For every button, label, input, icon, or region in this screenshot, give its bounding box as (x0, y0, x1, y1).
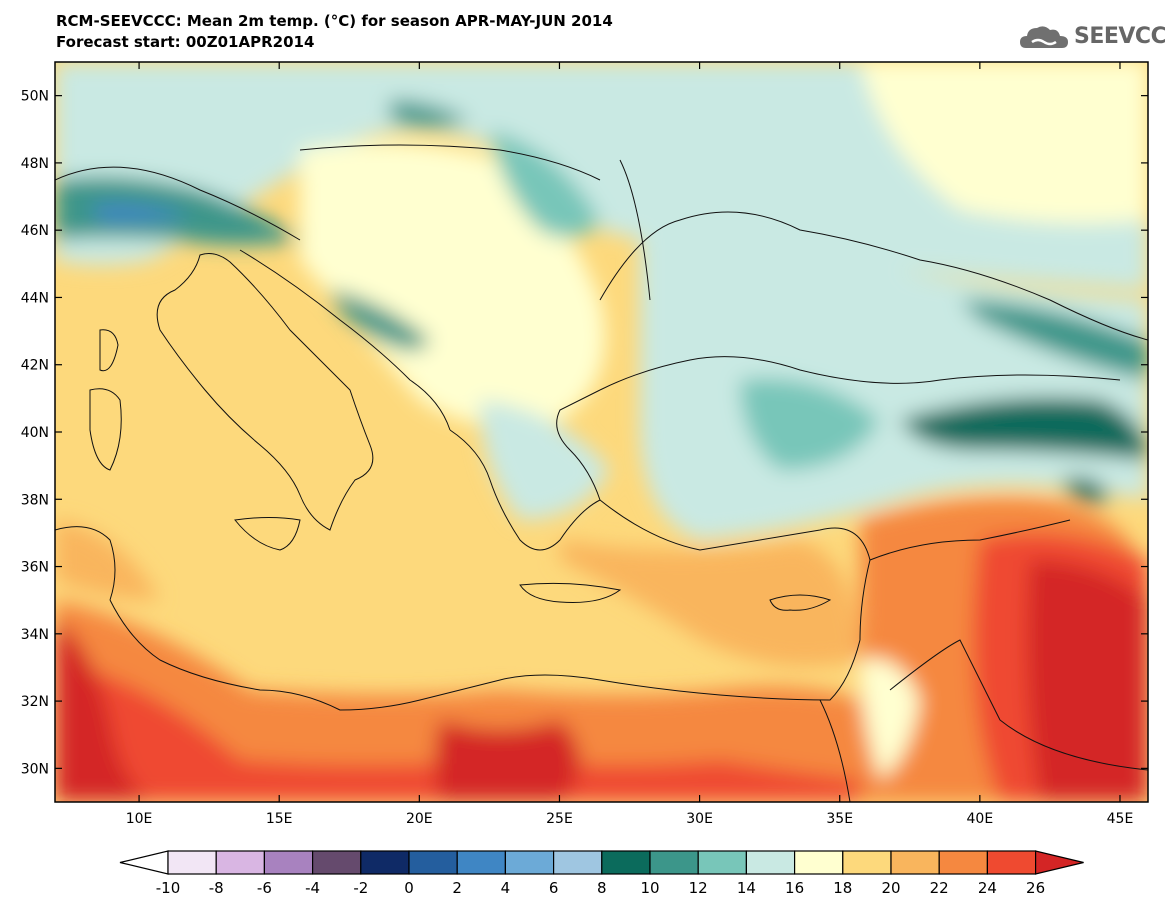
legend-tick-label: 0 (404, 879, 414, 897)
latitude-axis: 50N 48N 46N 44N 42N 40N 38N 36N 34N 32N 30N (21, 89, 1148, 777)
legend-high-arrow (1034, 850, 1084, 875)
lon-label: 20E (406, 811, 433, 827)
legend-swatch (215, 850, 265, 875)
map-title-line1: RCM-SEEVCCC: Mean 2m temp. (°C) for seas… (56, 12, 613, 30)
legend-swatch (745, 850, 796, 875)
temperature-field (55, 62, 1148, 802)
legend-tick-label: 6 (549, 879, 559, 897)
legend-tick-label: 26 (1026, 879, 1045, 897)
legend-swatch (649, 850, 699, 875)
legend-swatch (360, 850, 410, 875)
legend-tick-label: -6 (257, 879, 272, 897)
legend-swatch (842, 850, 892, 875)
logo-text: SEEVCCC (1074, 24, 1165, 49)
lat-label: 48N (21, 156, 49, 172)
legend-tick-label: 14 (737, 879, 756, 897)
lon-label: 30E (686, 811, 713, 827)
seevccc-logo: SEEVCCC (1018, 20, 1165, 56)
lat-label: 42N (21, 358, 49, 374)
lon-label: 25E (546, 811, 573, 827)
legend-tick-label: 8 (597, 879, 607, 897)
longitude-axis: 10E 15E 20E 25E 30E 35E 40E 45E (126, 62, 1134, 827)
cloud-icon (1020, 26, 1068, 48)
legend-swatch (456, 850, 507, 875)
lat-label: 46N (21, 223, 49, 239)
legend-tick-label: 2 (452, 879, 462, 897)
legend-tick-label: 12 (689, 879, 708, 897)
legend-tick-label: 16 (785, 879, 804, 897)
legend-swatch (552, 850, 603, 875)
map-title-line2: Forecast start: 00Z01APR2014 (56, 33, 315, 51)
legend-swatch (793, 850, 844, 875)
lat-label: 50N (21, 89, 49, 105)
legend-tick-label: 18 (833, 879, 852, 897)
legend-tick-label: -8 (209, 879, 224, 897)
lat-label: 40N (21, 425, 49, 441)
lat-label: 34N (21, 627, 49, 643)
legend-swatch (601, 850, 651, 875)
lon-label: 40E (967, 811, 994, 827)
lat-label: 32N (21, 694, 49, 710)
lat-label: 44N (21, 290, 49, 306)
legend-tick-label: 24 (978, 879, 997, 897)
legend-swatch (263, 850, 314, 875)
lon-label: 45E (1107, 811, 1134, 827)
legend-tick-label: 10 (640, 879, 659, 897)
lat-label: 30N (21, 761, 49, 777)
legend-tick-label: -4 (305, 879, 320, 897)
legend-tick-label: 22 (930, 879, 949, 897)
legend-tick-label: 4 (501, 879, 511, 897)
lat-label: 38N (21, 492, 49, 508)
legend-tick-label: -10 (156, 879, 181, 897)
legend-swatch (312, 850, 362, 875)
legend-swatch (504, 850, 555, 875)
lon-label: 15E (266, 811, 293, 827)
legend-swatch (167, 850, 217, 875)
legend-low-arrow (119, 850, 169, 875)
legend-swatch (938, 850, 989, 875)
legend-tick-label: -2 (353, 879, 368, 897)
legend-swatch (697, 850, 748, 875)
lon-label: 35E (826, 811, 853, 827)
lat-label: 36N (21, 560, 49, 576)
legend-swatch (890, 850, 940, 875)
legend-swatch (986, 850, 1037, 875)
coastlines (55, 144, 1148, 802)
legend-tick-label: 20 (881, 879, 900, 897)
lon-label: 10E (126, 811, 153, 827)
legend-swatch (408, 850, 458, 875)
